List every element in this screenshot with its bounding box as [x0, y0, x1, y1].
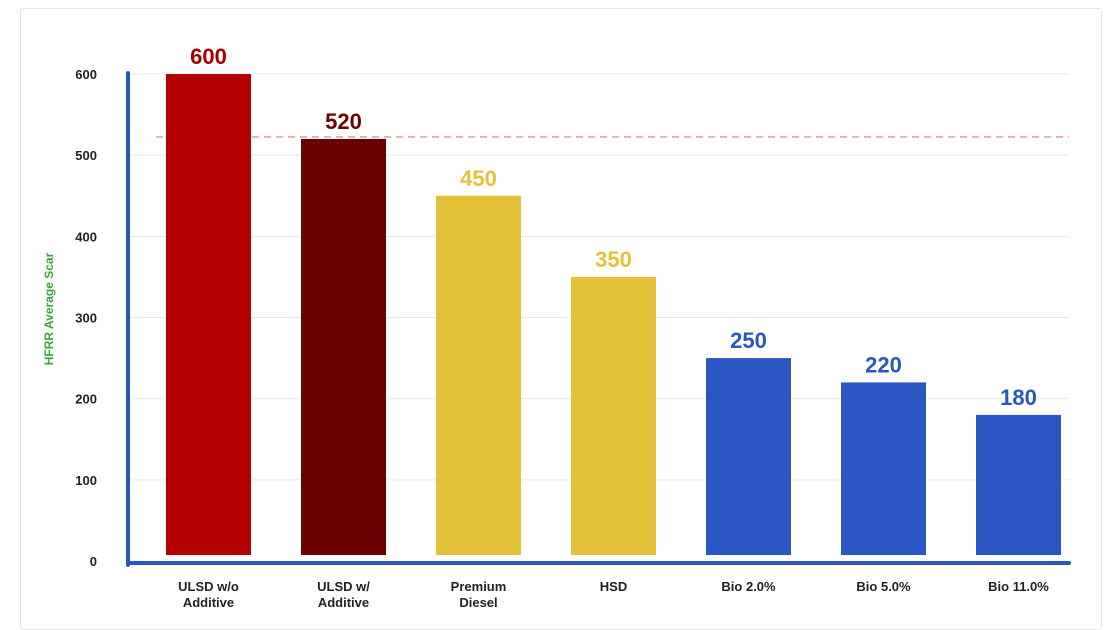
y-tick-label-100: 100	[75, 473, 97, 488]
bar-6	[841, 382, 926, 555]
chart-frame: 0 100 200 300 400 500 600 600 ULSD w/o Additive 52…	[20, 8, 1102, 630]
y-axis-title: HFRR Average Scar	[42, 252, 56, 365]
x-tick-line: Additive	[183, 595, 234, 610]
x-tick-label-5: Bio 2.0%	[721, 579, 776, 594]
bars	[166, 74, 1061, 555]
x-tick-line: Additive	[318, 595, 369, 610]
bar-3	[436, 195, 521, 555]
bar-4	[571, 276, 656, 555]
y-tick-label-200: 200	[75, 392, 97, 407]
data-label-7: 180	[1000, 385, 1037, 410]
data-label-4: 350	[595, 247, 632, 272]
x-tick-label-2: ULSD w/Additive	[317, 579, 370, 610]
x-tick-line: Bio 5.0%	[856, 579, 911, 594]
data-label-5: 250	[730, 328, 767, 353]
x-tick-label-3: Premium Diesel	[451, 579, 507, 610]
y-tick-label-600: 600	[75, 67, 97, 82]
axes	[126, 71, 1071, 567]
bar-2	[301, 138, 386, 555]
x-tick-line: Diesel	[459, 595, 497, 610]
x-tick-line: HSD	[600, 579, 627, 594]
bar-7	[976, 414, 1061, 555]
data-label-2: 520	[325, 109, 362, 134]
bar-5	[706, 358, 791, 555]
x-tick-label-6: Bio 5.0%	[856, 579, 911, 594]
x-tick-label-1: ULSD w/o Additive	[178, 579, 239, 610]
x-tick-label-4: HSD	[600, 579, 627, 594]
x-tick-line: ULSD w/	[317, 579, 370, 594]
data-label-6: 220	[865, 352, 902, 377]
data-label-3: 450	[460, 166, 497, 191]
x-tick-line: ULSD w/o	[178, 579, 239, 594]
x-tick-label-7: Bio 11.0%	[988, 579, 1049, 594]
y-tick-label-300: 300	[75, 311, 97, 326]
data-label-1: 600	[190, 44, 227, 69]
bar-1	[166, 74, 251, 555]
y-tick-label-0: 0	[90, 554, 97, 569]
x-tick-line: Premium	[451, 579, 507, 594]
x-tick-line: Bio 11.0%	[988, 579, 1049, 594]
x-tick-line: Bio 2.0%	[721, 579, 776, 594]
y-tick-label-500: 500	[75, 148, 97, 163]
y-tick-label-400: 400	[75, 229, 97, 244]
